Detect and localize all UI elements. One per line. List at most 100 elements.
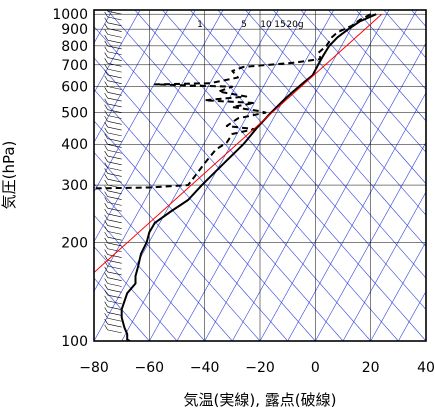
wind-barb xyxy=(107,323,122,328)
dry-adiabat-line xyxy=(134,10,426,341)
wind-barb xyxy=(104,255,108,261)
wind-barb xyxy=(104,110,108,116)
temperature-line xyxy=(120,13,377,341)
wind-barb xyxy=(107,225,122,229)
dry-adiabat-line xyxy=(328,10,426,122)
dry-adiabat-line xyxy=(245,10,426,216)
wind-barb xyxy=(107,254,122,258)
wind-barb xyxy=(104,313,108,319)
wind-barb xyxy=(104,278,108,284)
wind-barb xyxy=(107,10,122,15)
wind-barb xyxy=(107,16,122,21)
wind-barb xyxy=(107,196,122,200)
wind-barb xyxy=(107,97,122,102)
wind-barb xyxy=(107,277,122,282)
dry-adiabat-line xyxy=(106,10,399,341)
isotherm-line xyxy=(287,92,426,341)
wind-barb xyxy=(104,191,108,197)
isotherm-line xyxy=(315,141,426,341)
wind-barb xyxy=(104,139,108,145)
dry-adiabat-line xyxy=(162,10,426,311)
wind-barb xyxy=(107,242,122,247)
wind-barb xyxy=(107,207,122,212)
dry-adiabat-line xyxy=(217,10,426,248)
wind-barb xyxy=(104,116,108,122)
series-lines xyxy=(94,13,383,341)
wind-barb xyxy=(107,167,122,171)
wind-barb xyxy=(104,318,108,325)
dry-adiabat-line xyxy=(94,214,205,341)
wind-barb xyxy=(104,145,108,151)
dry-adiabat-line xyxy=(272,10,426,185)
wind-barb xyxy=(104,81,108,87)
isotherm-line xyxy=(94,10,252,292)
wind-barb xyxy=(107,103,122,108)
y-tick-label: 1000 xyxy=(52,7,88,23)
wind-barb xyxy=(104,249,108,255)
wind-barbs xyxy=(104,10,122,334)
wind-barb xyxy=(104,156,108,162)
y-tick-label: 700 xyxy=(61,58,88,74)
wind-barb xyxy=(107,34,122,38)
wind-barb xyxy=(107,149,122,154)
wind-barb xyxy=(104,133,108,139)
wind-barb xyxy=(107,317,122,322)
wind-barb xyxy=(107,109,122,113)
wind-barb xyxy=(104,127,108,134)
wind-barb xyxy=(104,307,108,313)
wind-barb xyxy=(107,265,122,270)
isotherm-line xyxy=(149,10,335,341)
wind-barb xyxy=(107,289,122,293)
wind-barb xyxy=(104,284,108,290)
wind-barb xyxy=(107,190,122,195)
y-tick-label: 400 xyxy=(61,137,88,153)
dry-adiabat-line xyxy=(94,151,261,341)
wind-barb xyxy=(107,92,122,96)
wind-barb xyxy=(104,29,108,35)
dry-adiabat-line xyxy=(189,10,426,279)
wind-barb xyxy=(104,11,108,18)
isotherm-line xyxy=(259,42,426,341)
wind-barb xyxy=(107,202,122,206)
wind-barb xyxy=(104,226,108,232)
wind-barb xyxy=(107,231,122,235)
wind-barb xyxy=(104,266,108,273)
isotherm-line xyxy=(94,10,224,243)
wind-barb xyxy=(107,80,122,85)
wind-barb xyxy=(104,104,108,110)
wind-barb xyxy=(107,306,122,310)
x-tick-label: 0 xyxy=(311,360,320,376)
wind-barb xyxy=(104,272,108,278)
dry-adiabat-line xyxy=(94,120,288,341)
wind-barb xyxy=(107,213,122,218)
wind-barb xyxy=(104,58,108,64)
wind-barb xyxy=(104,40,108,47)
wind-barb xyxy=(107,63,122,67)
isotherm-line xyxy=(94,10,141,94)
wind-barb xyxy=(104,168,108,174)
wind-barb xyxy=(107,329,122,334)
mixing-ratio-label: 10 xyxy=(260,20,272,30)
wind-barb xyxy=(107,39,122,44)
x-tick-label: 20 xyxy=(362,360,380,376)
dry-adiabat-line xyxy=(94,57,344,341)
wind-barb xyxy=(107,126,122,131)
wind-barb xyxy=(107,271,122,276)
wind-barb xyxy=(107,155,122,160)
wind-barb xyxy=(107,312,122,316)
wind-barb xyxy=(107,22,122,27)
wind-barb xyxy=(104,232,108,238)
dry-adiabat-line xyxy=(383,10,426,59)
isotherm-line xyxy=(342,191,426,341)
wind-barb xyxy=(104,162,108,168)
x-tick-label: −40 xyxy=(190,360,220,376)
y-tick-label: 200 xyxy=(61,236,88,252)
y-axis-title: 気圧(hPa) xyxy=(0,141,18,210)
wind-barb xyxy=(104,92,108,99)
isotherm-line xyxy=(232,10,418,341)
wind-barb xyxy=(107,86,122,90)
wind-barb xyxy=(107,115,122,119)
mixing-ratio-labels: 1 5 10 15 20g xyxy=(197,20,303,30)
y-tick-label: 800 xyxy=(61,39,88,55)
isotherm-line xyxy=(204,10,390,341)
